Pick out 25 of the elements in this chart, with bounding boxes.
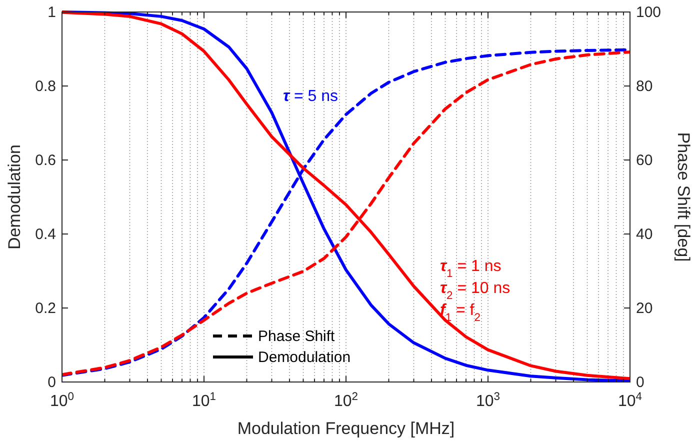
- y-tick-label: 0: [48, 374, 56, 391]
- x-tick-label: 10$^{1}$: [192, 391, 216, 410]
- annotation: Demodulation: [258, 349, 351, 366]
- y2-tick-label: 100: [636, 4, 662, 21]
- x-tick-label: 10$^{0}$: [50, 391, 74, 410]
- y-tick-label: 0.2: [35, 300, 56, 317]
- y-tick-label: 0.8: [35, 78, 56, 95]
- y-tick-label: 0.4: [35, 226, 56, 243]
- y2-tick-label: 20: [636, 300, 653, 317]
- y2-tick-label: 80: [636, 78, 653, 95]
- y-tick-label: 0.6: [35, 152, 56, 169]
- y-tick-label: 1: [48, 4, 56, 21]
- x-tick-label: 10$^{2}$: [334, 391, 358, 410]
- y2-tick-label: 40: [636, 226, 653, 243]
- annotation: Phase Shift: [258, 328, 336, 345]
- x-tick-label: 10$^{4}$: [618, 391, 642, 410]
- x-tick-label: 10$^{3}$: [476, 391, 500, 410]
- y-axis-title: Demodulation: [5, 144, 24, 250]
- annotation: τ$_{2}$ = 10 ns: [440, 280, 510, 302]
- x-axis-title: Modulation Frequency [MHz]: [237, 419, 455, 438]
- annotation: τ = 5 ns: [283, 88, 338, 105]
- y2-tick-label: 60: [636, 152, 653, 169]
- y2-axis-title: Phase Shift [deg]: [674, 132, 692, 262]
- annotation: τ$_{1}$ = 1 ns: [440, 258, 502, 280]
- y2-tick-label: 0: [636, 374, 644, 391]
